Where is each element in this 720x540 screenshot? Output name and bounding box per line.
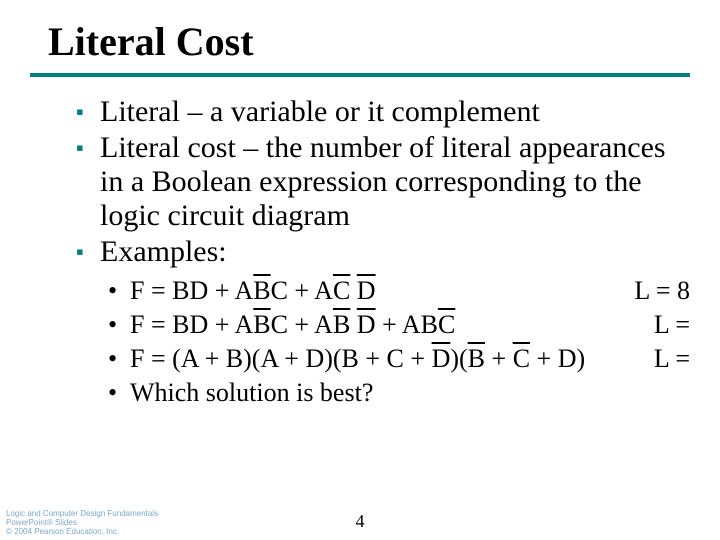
example-list: • F = BD + ABC + AC D L = 8 • F = BD + A… — [30, 275, 690, 409]
footer-copyright: Logic and Computer Design Fundamentals P… — [6, 509, 158, 536]
footer-line: © 2004 Pearson Education, Inc. — [6, 527, 158, 536]
example-text: F = (A + B)(A + D)(B + C + D)(B + C + D)… — [130, 343, 690, 375]
example-item: • F = (A + B)(A + D)(B + C + D)(B + C + … — [108, 343, 690, 375]
slide-title: Literal Cost — [30, 18, 690, 73]
bullet-icon: ▪ — [76, 235, 100, 269]
sub-bullet-icon: • — [108, 377, 130, 409]
sub-bullet-icon: • — [108, 275, 130, 307]
main-bullets: ▪ Literal – a variable or it complement … — [30, 95, 690, 269]
bullet-item: ▪ Literal – a variable or it complement — [76, 95, 686, 129]
example-text: Which solution is best? — [130, 377, 690, 409]
example-cost: L = — [654, 309, 690, 341]
page-number: 4 — [356, 511, 365, 532]
bullet-icon: ▪ — [76, 131, 100, 165]
bullet-text: Examples: — [100, 235, 227, 269]
footer-line: Logic and Computer Design Fundamentals — [6, 509, 158, 518]
example-formula: F = BD + ABC + AC D — [130, 275, 376, 307]
sub-bullet-icon: • — [108, 309, 130, 341]
example-text: F = BD + ABC + AB D + ABC L = — [130, 309, 690, 341]
slide: Literal Cost ▪ Literal – a variable or i… — [0, 0, 720, 540]
example-formula: F = (A + B)(A + D)(B + C + D)(B + C + D) — [130, 343, 585, 375]
bullet-text: Literal cost – the number of literal app… — [100, 131, 686, 233]
bullet-item: ▪ Literal cost – the number of literal a… — [76, 131, 686, 233]
example-formula: F = BD + ABC + AB D + ABC — [130, 309, 455, 341]
example-cost: L = 8 — [634, 275, 690, 307]
bullet-item: ▪ Examples: — [76, 235, 686, 269]
title-rule — [30, 73, 690, 77]
bullet-icon: ▪ — [76, 95, 100, 129]
example-formula: Which solution is best? — [130, 377, 373, 409]
bullet-text: Literal – a variable or it complement — [100, 95, 540, 129]
example-item: • F = BD + ABC + AC D L = 8 — [108, 275, 690, 307]
sub-bullet-icon: • — [108, 343, 130, 375]
footer-line: PowerPoint® Slides — [6, 518, 158, 527]
example-item: • F = BD + ABC + AB D + ABC L = — [108, 309, 690, 341]
example-cost: L = — [654, 343, 690, 375]
example-text: F = BD + ABC + AC D L = 8 — [130, 275, 690, 307]
example-item: • Which solution is best? — [108, 377, 690, 409]
